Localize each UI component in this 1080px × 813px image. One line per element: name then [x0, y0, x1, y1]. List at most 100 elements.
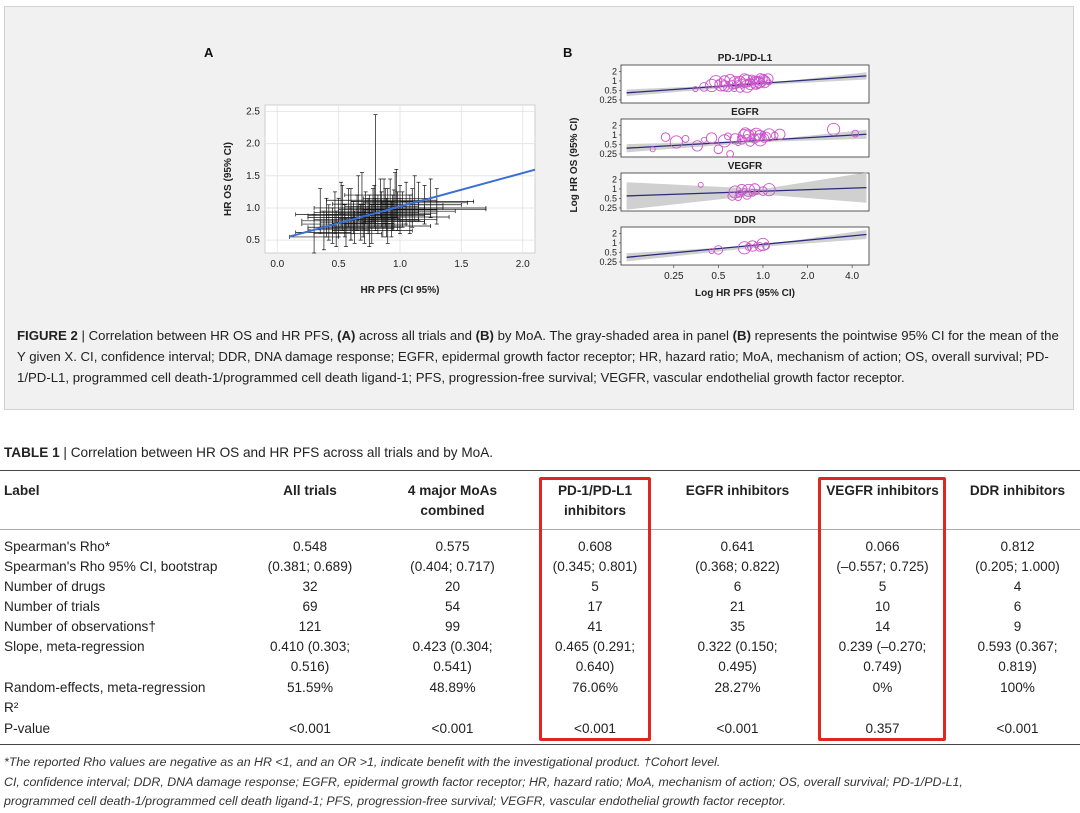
y-tick-label: 0.5 [604, 247, 617, 257]
facet-ddr: DDR 0.250.512 [599, 215, 870, 267]
table-cell-line: (0.345; 0.801) [552, 559, 638, 574]
data-point [718, 75, 731, 87]
data-point [762, 242, 770, 250]
table-cell-line: (0.404; 0.717) [410, 559, 495, 574]
table-cell-line: 6 [733, 579, 742, 594]
table-cell-line: 41 [587, 619, 603, 634]
data-point [760, 81, 766, 87]
highlight-box-vegfr [818, 477, 946, 741]
facet-title: EGFR [731, 107, 760, 118]
table-cell-line: (0.381; 0.689) [267, 559, 353, 574]
table-cell-line: 17 [587, 599, 603, 614]
data-point [762, 183, 776, 197]
panel-b-facet-chart: PD-1/PD-L10.250.512EGFR0.250.512VEGFR0.2… [569, 53, 870, 299]
table-cell-line: 0.548 [292, 539, 328, 554]
y-tick-label: 1.0 [246, 203, 260, 214]
table-cell-line: 0.819) [998, 659, 1037, 674]
row-label: Number of observations† [4, 617, 244, 637]
table-cell-line: (0.205; 1.000) [975, 559, 1060, 574]
table-cell: <0.001 [535, 719, 655, 739]
table-cell-line: 4 [1013, 579, 1022, 594]
confidence-band [626, 72, 867, 97]
row-label: Slope, meta-regression [4, 637, 244, 657]
data-point [731, 86, 738, 93]
table-cell: 14 [815, 617, 950, 637]
row-label: Spearman's Rho 95% CI, bootstrap [4, 557, 244, 577]
column-header-line: combined [420, 503, 485, 518]
table-cell-line: 28.27% [714, 680, 761, 695]
data-point [762, 128, 776, 142]
table-cell: (0.368; 0.822) [670, 557, 805, 577]
data-point [851, 129, 860, 138]
table-cell: 9 [955, 617, 1080, 637]
data-point [754, 242, 765, 252]
table-cell: (0.345; 0.801) [535, 557, 655, 577]
data-point [727, 191, 737, 201]
x-tick-label: 0.5 [332, 259, 346, 270]
y-tick-label: 0.25 [599, 203, 617, 213]
y-tick-label: 1 [612, 130, 617, 140]
panel-a-scatter-chart: 0.0 0.5 1.0 1.5 2.0 0.5 1.0 1.5 2.0 2.5 HR PFS (CI… [223, 104, 536, 296]
table-cell: 0% [815, 678, 950, 698]
facet-pd-1-pd-l1: PD-1/PD-L1 0.250.512 [599, 53, 870, 105]
y-tick-label: 2.0 [246, 139, 260, 150]
x-tick-label: 0.0 [270, 259, 284, 270]
y-tick-label: 0.25 [599, 149, 617, 159]
data-point [332, 172, 395, 225]
y-tick-label: 1.5 [246, 171, 260, 182]
column-header-line: All trials [283, 483, 337, 498]
x-tick-label: 1.5 [454, 259, 468, 270]
row-label: Number of trials [4, 597, 244, 617]
data-point [753, 133, 767, 147]
column-header: EGFR inhibitors [670, 481, 805, 501]
table-cell: 32 [250, 577, 370, 597]
data-point [699, 82, 709, 92]
data-point [746, 240, 759, 252]
table-cell: 0.548 [250, 537, 370, 557]
row-label-line: Random-effects, meta-regression [4, 680, 206, 695]
table-cell-line: 0.812 [1000, 539, 1035, 554]
column-header-line: EGFR inhibitors [685, 483, 790, 498]
table-cell: 41 [535, 617, 655, 637]
table-cell: 0.593 (0.367; 0.819) [955, 637, 1080, 677]
row-label: Random-effects, meta-regression R² [4, 678, 244, 718]
row-label: Number of drugs [4, 577, 244, 597]
table-cell-line: 14 [874, 619, 891, 634]
figure-panel: A B 0.0 0.5 1.0 1.5 2.0 0.5 1.0 1.5 2.0 2.5 HR PFS… [4, 6, 1074, 410]
table-cell: 54 [390, 597, 515, 617]
table-footnote-3: programmed cell death-1/programmed cell … [4, 794, 786, 808]
data-point [766, 79, 773, 86]
row-label-line: Slope, meta-regression [4, 639, 145, 654]
table-cell: 69 [250, 597, 370, 617]
row-label-line: Number of observations† [4, 619, 156, 634]
data-point [742, 190, 752, 200]
x-tick-label: 1.0 [756, 271, 770, 282]
data-point [697, 181, 704, 188]
y-tick-label: 0.25 [599, 95, 617, 105]
table-cell: 20 [390, 577, 515, 597]
table-cell-line: 100% [1000, 680, 1035, 695]
row-label-line: R² [4, 700, 19, 715]
table-cell-line: 0.749) [863, 659, 902, 674]
table-cell-line: 6 [1013, 599, 1022, 614]
table-cell: (0.205; 1.000) [955, 557, 1080, 577]
table-cell: 0.239 (–0.270; 0.749) [815, 637, 950, 677]
data-point [734, 193, 743, 201]
data-point [758, 186, 768, 196]
column-header-line: PD-1/PD-L1 [557, 483, 633, 498]
table-cell-line: 0.641 [720, 539, 755, 554]
y-tick-label: 0.5 [246, 235, 260, 246]
table-cell-line: 76.06% [571, 680, 619, 695]
caption-b2: (B) [732, 328, 751, 343]
x-tick-label: 1.0 [393, 259, 407, 270]
data-point [705, 132, 718, 144]
table-cell: 0.465 (0.291; 0.640) [535, 637, 655, 677]
y-tick-label: 1 [612, 238, 617, 248]
table-cell-line: <0.001 [574, 721, 616, 736]
data-point [738, 73, 751, 85]
table-cell-line: 0.423 (0.304; [412, 639, 493, 654]
facet-egfr: EGFR 0.250.512 [599, 107, 870, 159]
column-header-line: VEGFR inhibitors [826, 483, 939, 498]
data-point [753, 242, 760, 249]
row-label-line: Number of trials [4, 599, 100, 614]
